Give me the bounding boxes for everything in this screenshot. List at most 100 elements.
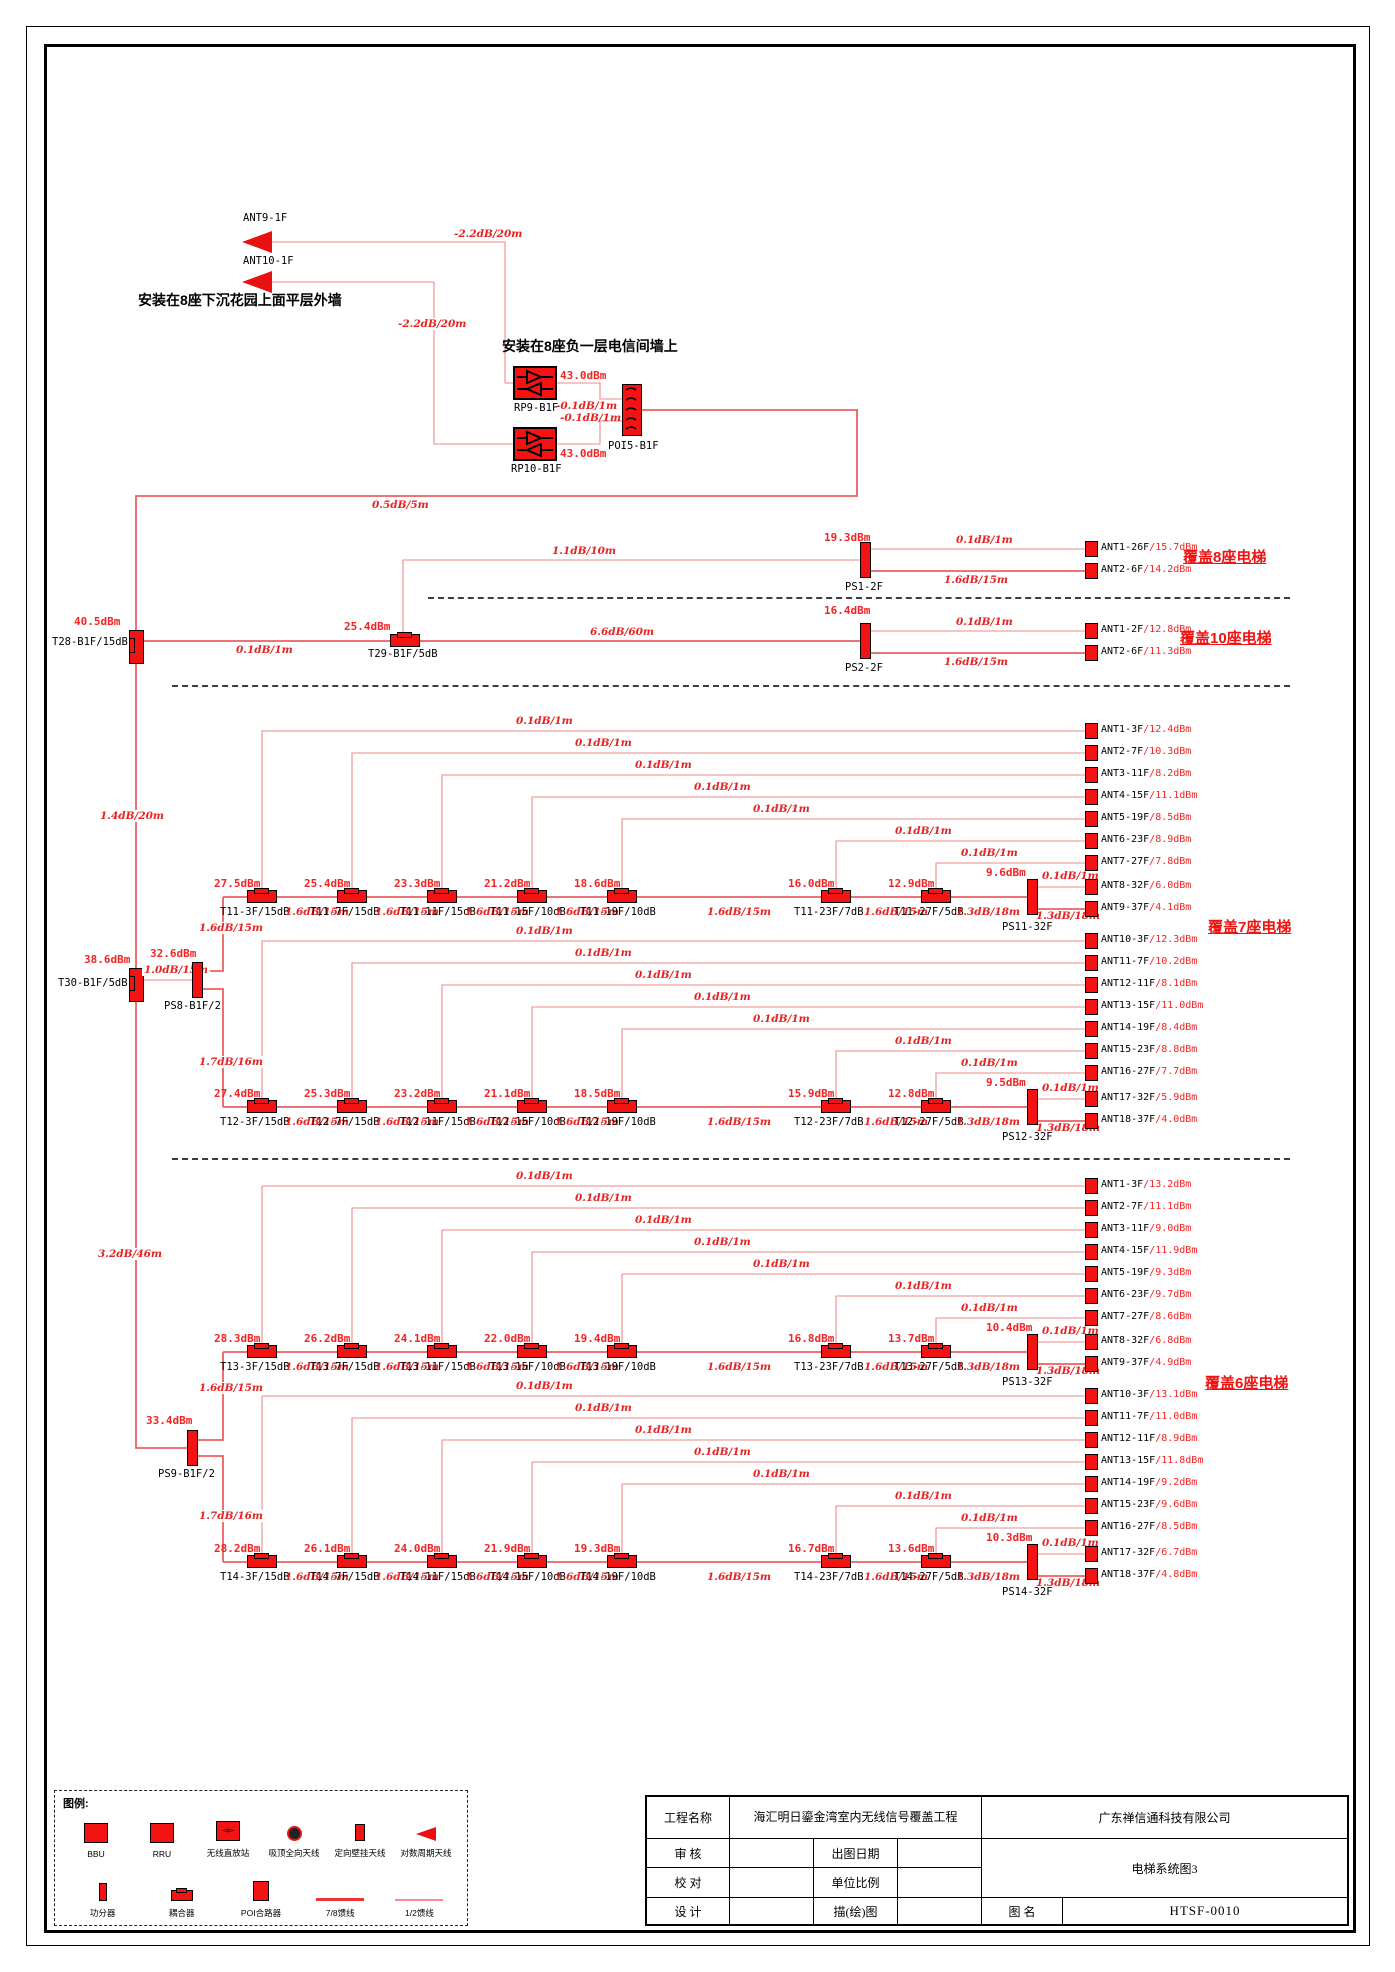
splitter-name-label: PS9-B1F/2 <box>158 1468 215 1480</box>
antenna-power: /11.1dBm <box>1149 790 1198 801</box>
elevator-antenna-icon <box>1085 1498 1098 1514</box>
feeder-7-8-icon <box>316 1898 365 1901</box>
antenna-power: /8.6dBm <box>1149 1311 1192 1322</box>
antenna-label: ANT2-6F/11.3dBm <box>1101 646 1191 657</box>
splitter-name-label: PS11-32F <box>1002 921 1053 933</box>
cable-loss-label: 0.1dB/1m <box>516 1380 573 1392</box>
sheet-inner-border <box>44 44 1356 1933</box>
antenna-label: ANT10-3F/13.1dBm <box>1101 1389 1197 1400</box>
cable-loss-label: 0.1dB/1m <box>1042 1325 1099 1337</box>
antenna-power: /10.2dBm <box>1149 956 1198 967</box>
antenna-name: ANT12-11F <box>1101 1433 1156 1444</box>
date-label: 出图日期 <box>814 1839 898 1868</box>
cable-loss-label: 1.3dB/18m <box>1036 1577 1101 1589</box>
power-level-label: 25.4dBm <box>304 877 351 890</box>
antenna-power: /7.7dBm <box>1155 1066 1198 1077</box>
cable-loss-label: 1.7dB/16m <box>197 1510 266 1522</box>
coupler-icon <box>427 888 457 903</box>
cable-loss-label: 1.6dB/15m <box>465 906 530 918</box>
coupler-name-label: T14-3F/15dB <box>220 1571 290 1583</box>
legend-item-feeder-7-8: 7/8馈线 <box>301 1898 380 1919</box>
antenna-label: ANT2-6F/14.2dBm <box>1101 564 1191 575</box>
power-level-label: 19.3dBm <box>574 1542 621 1555</box>
cable-loss-label: 1.6dB/15m <box>375 1116 440 1128</box>
coverage-title: 覆盖7座电梯 <box>1208 919 1292 936</box>
antenna-name: ANT4-15F <box>1101 790 1150 801</box>
tap-coupler-icon <box>129 968 144 1002</box>
legend-label: 对数周期天线 <box>400 1848 452 1858</box>
review-value <box>730 1839 814 1868</box>
cable-loss-label: 0.1dB/1m <box>635 759 692 771</box>
power-level-label: 15.9dBm <box>788 1087 835 1100</box>
cable-loss-label: 1.6dB/15m <box>707 1116 772 1128</box>
antenna-name: ANT8-32F <box>1101 880 1150 891</box>
antenna-power: /9.7dBm <box>1149 1289 1192 1300</box>
coupler-name-label: T11-23F/7dB <box>794 906 864 918</box>
splitter-name-label: PS1-2F <box>845 581 883 593</box>
coupler-icon <box>517 1553 547 1568</box>
antenna-name: ANT2-6F <box>1101 564 1144 575</box>
antenna-power: /8.5dBm <box>1149 812 1192 823</box>
section-separator <box>172 685 1290 687</box>
cable-loss-label: 0.1dB/1m <box>575 737 632 749</box>
elevator-antenna-icon <box>1085 855 1098 871</box>
cable-loss-label: 1.6dB/15m <box>465 1116 530 1128</box>
elevator-antenna-icon <box>1085 1021 1098 1037</box>
cable-loss-label: 0.1dB/1m <box>895 1280 952 1292</box>
antenna-label: ANT5-19F/9.3dBm <box>1101 1267 1191 1278</box>
antenna-power: /11.0dBm <box>1155 1000 1204 1011</box>
cable-loss-label: 0.5dB/5m <box>372 499 429 511</box>
antenna-name: ANT5-19F <box>1101 1267 1150 1278</box>
cable-loss-label: 0.1dB/1m <box>575 1402 632 1414</box>
design-value <box>730 1898 814 1924</box>
antenna-power: /8.5dBm <box>1155 1521 1198 1532</box>
cable-loss-label: 0.1dB/1m <box>635 1424 692 1436</box>
cable-loss-label: 1.6dB/15m <box>197 1382 266 1394</box>
antenna-power: /9.3dBm <box>1149 1267 1192 1278</box>
antenna-name: ANT17-32F <box>1101 1092 1156 1103</box>
cable-loss-label: 1.6dB/15m <box>864 1361 929 1373</box>
legend-label: 耦合器 <box>169 1908 195 1918</box>
antenna-power: /9.2dBm <box>1155 1477 1198 1488</box>
legend: 图例: BBU RRU ◅▻ 无线直放站 吸顶全向天线 定向壁挂天线 <box>54 1790 468 1926</box>
legend-item-power-splitter: 功分器 <box>63 1883 142 1919</box>
antenna-power: /13.1dBm <box>1149 1389 1198 1400</box>
power-level-label: 23.2dBm <box>394 1087 441 1100</box>
coupler-icon <box>337 888 367 903</box>
splitter-icon <box>187 1430 198 1466</box>
coupler-name-label: T12-19F/10dB <box>580 1116 656 1128</box>
legend-row-2: 功分器 耦合器 POI合路器 7/8馈线 1/2馈线 <box>63 1881 459 1919</box>
cable-loss-label: -0.1dB/1m <box>556 400 618 412</box>
ceiling-antenna-icon <box>286 1826 302 1841</box>
splitter-name-label: PS14-32F <box>1002 1586 1053 1598</box>
antenna-power: /11.1dBm <box>1143 1201 1192 1212</box>
power-splitter-icon <box>98 1883 107 1901</box>
check-value <box>730 1868 814 1898</box>
antenna-power: /10.3dBm <box>1143 746 1192 757</box>
feeder-1-2-icon <box>395 1899 444 1901</box>
coupler-name-label: T11-19F/10dB <box>580 906 656 918</box>
cable-loss-label: 1.6dB/15m <box>197 922 266 934</box>
cable-loss-label: 3.2dB/46m <box>96 1248 165 1260</box>
splitter-icon <box>1027 879 1038 915</box>
coupler-name-label: T14-19F/10dB <box>580 1571 656 1583</box>
elevator-antenna-icon <box>1085 541 1098 557</box>
antenna-name: ANT11-7F <box>1101 1411 1150 1422</box>
antenna-name: ANT6-23F <box>1101 1289 1150 1300</box>
antenna-name: ANT1-3F <box>1101 1179 1144 1190</box>
legend-row-1: BBU RRU ◅▻ 无线直放站 吸顶全向天线 定向壁挂天线 对数周期天线 <box>63 1821 459 1859</box>
elevator-antenna-icon <box>1085 1454 1098 1470</box>
power-level-label: 16.4dBm <box>824 604 871 617</box>
cable-loss-label: 0.1dB/1m <box>753 1468 810 1480</box>
cable-loss-label: 0.1dB/1m <box>516 1170 573 1182</box>
power-level-label: 27.4dBm <box>214 1087 261 1100</box>
antenna-label: ANT4-15F/11.1dBm <box>1101 790 1197 801</box>
cable-loss-label: 1.3dB/18m <box>1036 910 1101 922</box>
elevator-antenna-icon <box>1085 1356 1098 1372</box>
power-level-label: 24.0dBm <box>394 1542 441 1555</box>
cable-loss-label: 1.6dB/15m <box>465 1361 530 1373</box>
antenna-name: ANT12-11F <box>1101 978 1156 989</box>
antenna-label: ANT15-23F/8.8dBm <box>1101 1044 1197 1055</box>
coupler-icon <box>921 1343 951 1358</box>
